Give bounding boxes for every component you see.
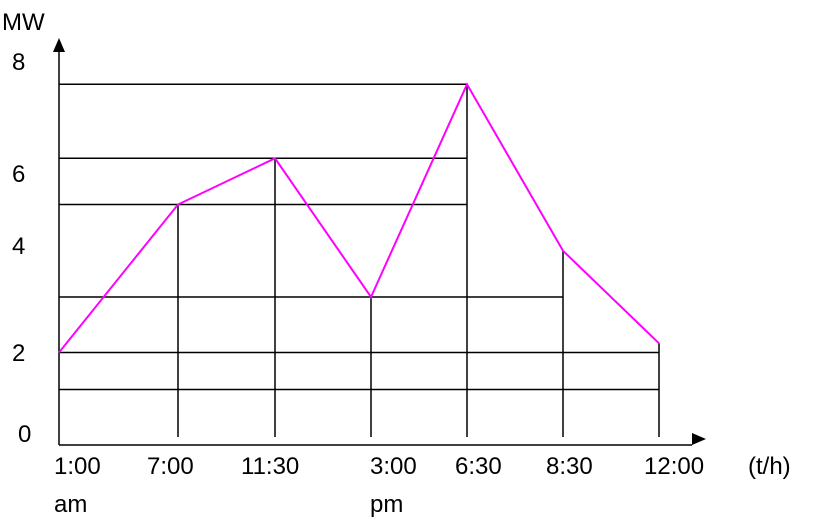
y-tick-label-4: 4 (12, 233, 25, 260)
y-tick-label-8: 8 (12, 49, 25, 76)
x-tick-label-7: 12:00 (644, 453, 704, 480)
x-tick-sublabel-pm: pm (370, 491, 403, 518)
axes-layer (53, 38, 706, 446)
x-tick-label-2: 7:00 (147, 453, 194, 480)
x-axis-title: (t/h) (748, 453, 791, 480)
load-series-line (58, 82, 660, 354)
y-axis-arrow (53, 38, 65, 52)
series-layer (58, 82, 660, 354)
y-tick-label-2: 2 (12, 340, 25, 367)
x-tick-label-1: 1:00 (54, 453, 101, 480)
grid-layer (59, 83, 660, 437)
x-tick-label-6: 8:30 (546, 453, 593, 480)
x-tick-label-4: 3:00 (370, 453, 417, 480)
x-tick-sublabel-am: am (54, 491, 87, 518)
y-axis-title: MW (2, 9, 45, 36)
x-tick-label-3: 11:30 (241, 453, 299, 480)
x-axis-arrow (692, 433, 706, 445)
y-tick-label-6: 6 (12, 161, 25, 188)
x-tick-label-5: 6:30 (455, 453, 502, 480)
y-tick-label-0: 0 (18, 421, 31, 448)
